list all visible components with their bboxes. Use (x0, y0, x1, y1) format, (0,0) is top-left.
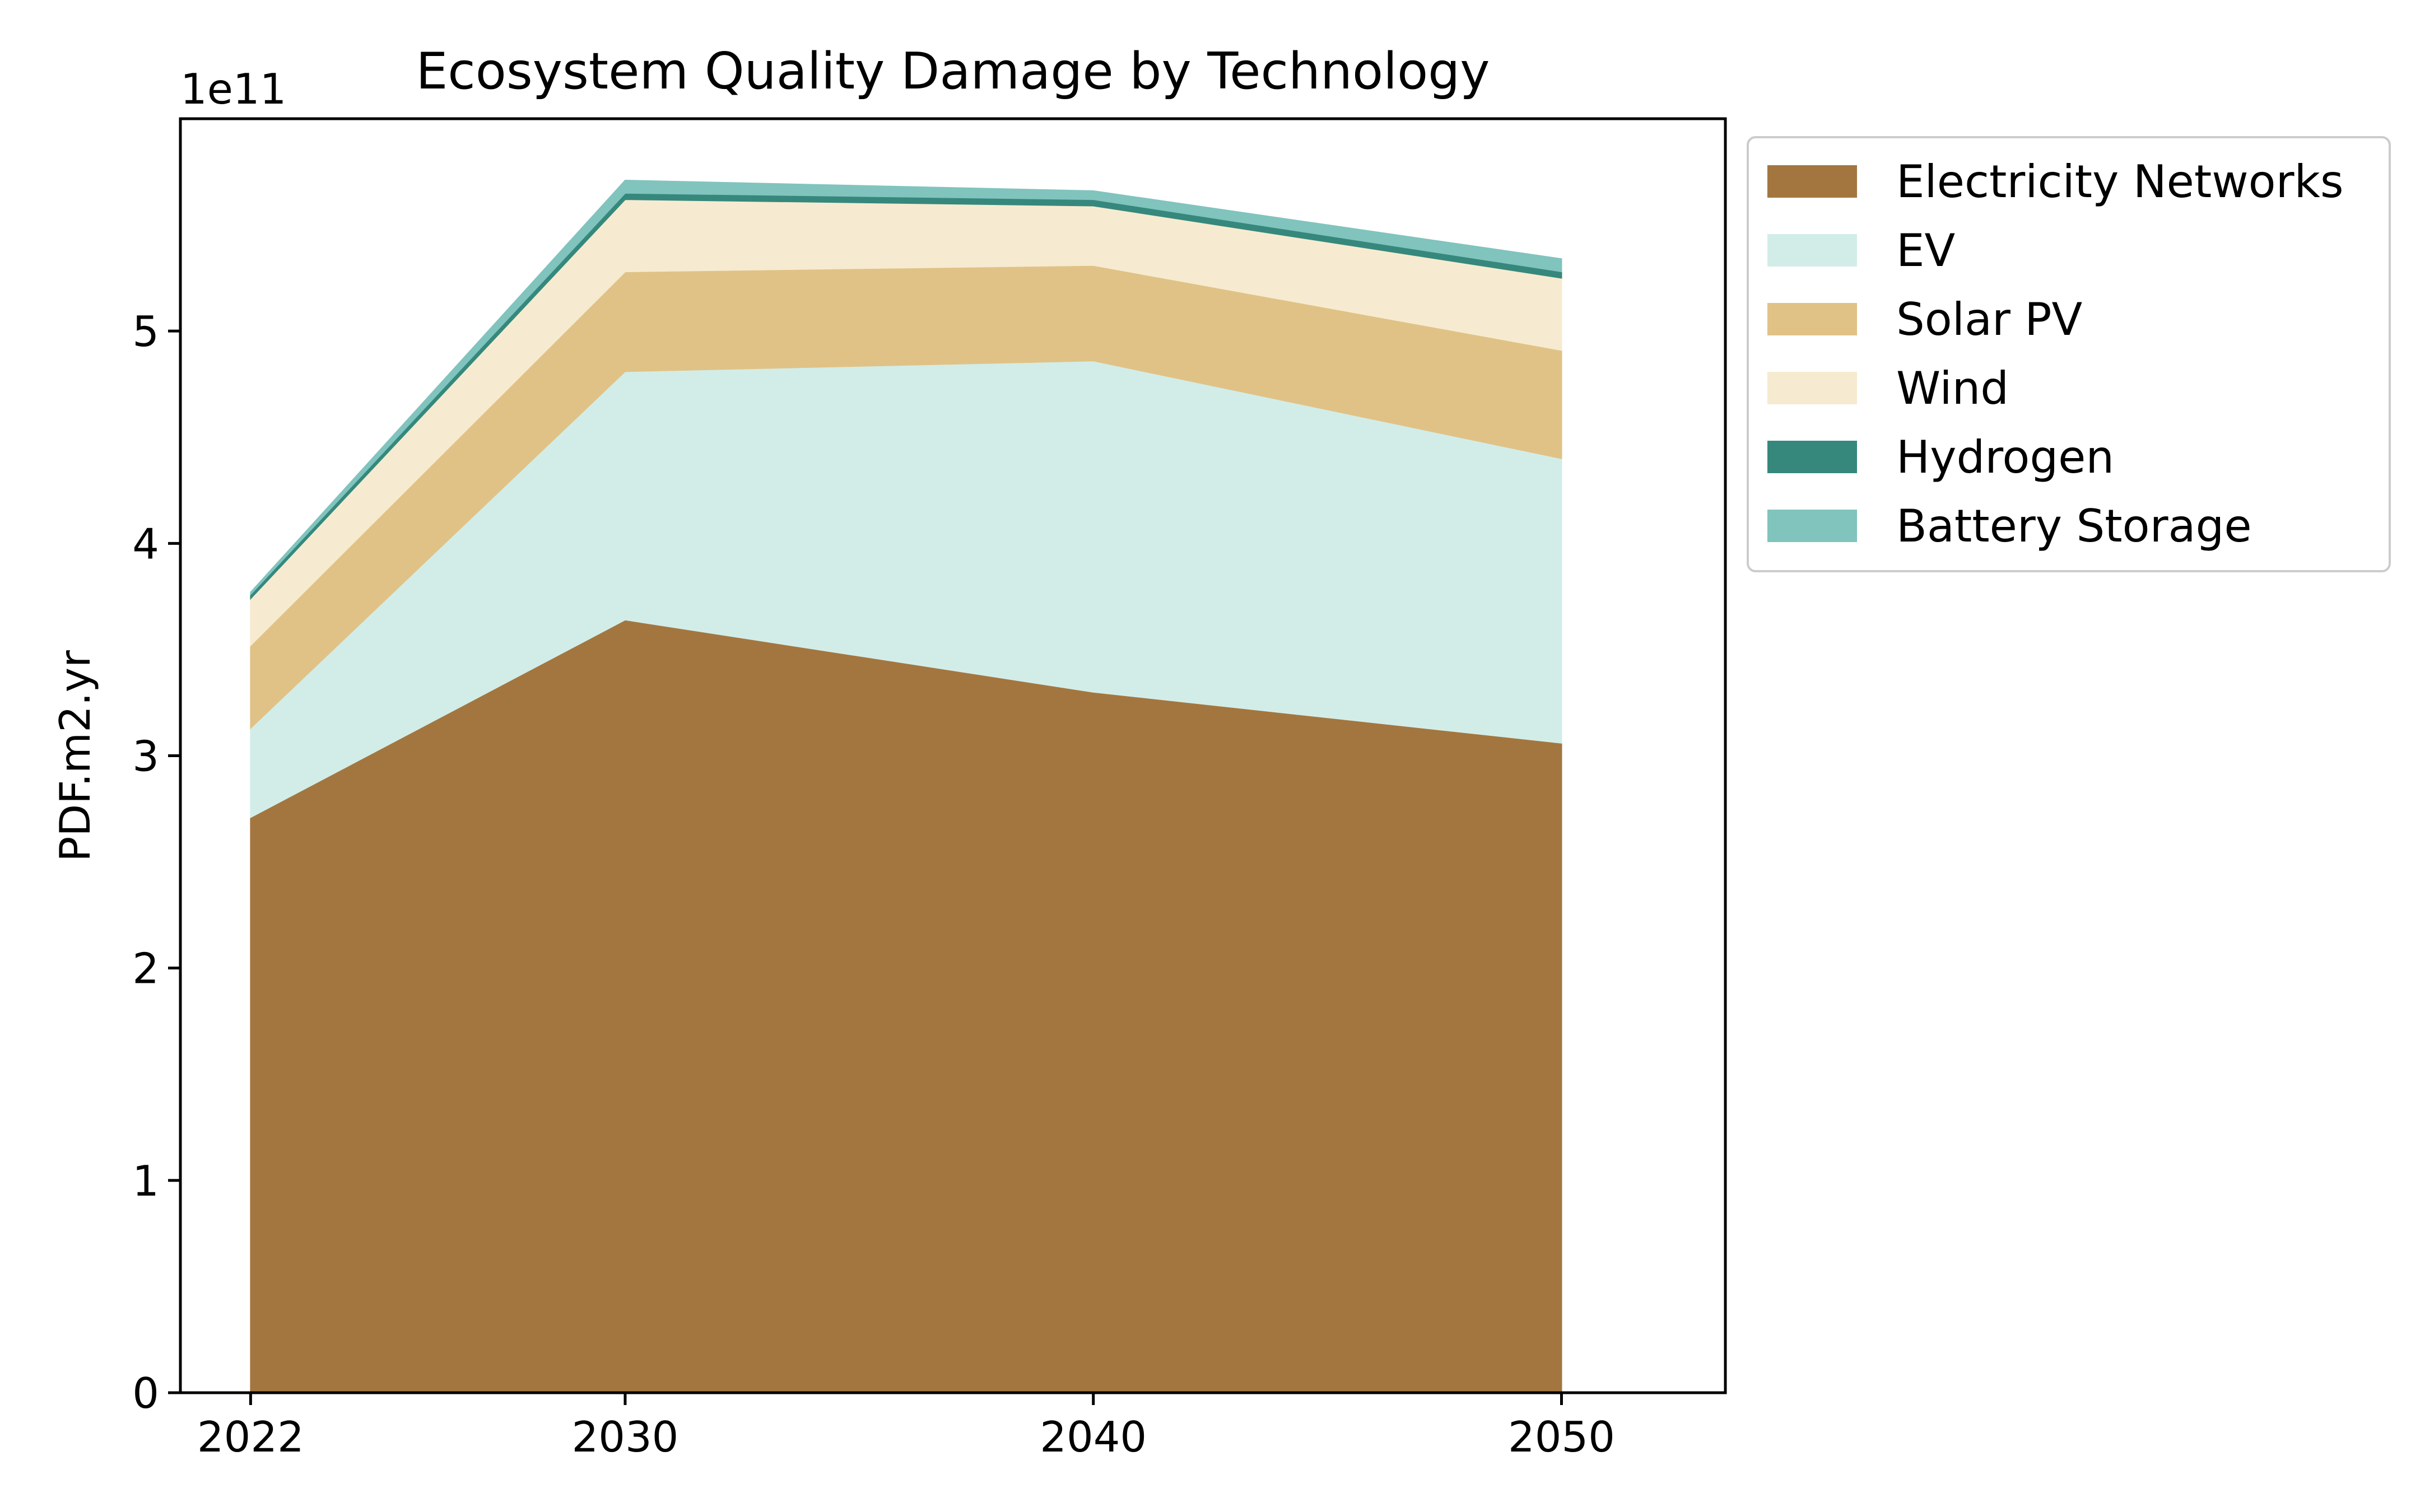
y-tick-label: 0 (132, 1369, 159, 1418)
area-battery-storage (250, 179, 1562, 596)
y-axis-multiplier: 1e11 (180, 64, 286, 114)
chart-title: Ecosystem Quality Damage by Technology (416, 42, 1490, 101)
area-layers (250, 179, 1562, 1393)
y-axis-label: PDF.m2.yr (50, 650, 100, 862)
legend-item-hydrogen: Hydrogen (1767, 431, 2114, 483)
legend-label: Wind (1896, 362, 2009, 414)
legend-swatch (1767, 510, 1857, 542)
legend-swatch (1767, 441, 1857, 473)
legend-frame (1747, 136, 2391, 572)
y-axis: 0 1 2 3 4 5 (132, 307, 180, 1418)
legend-swatch (1767, 303, 1857, 335)
legend-label: Battery Storage (1896, 500, 2252, 552)
legend-item-wind: Wind (1767, 362, 2009, 414)
x-tick-label: 2030 (572, 1412, 679, 1462)
legend-label: EV (1896, 225, 1956, 277)
legend-label: Solar PV (1896, 293, 2083, 346)
legend-item-ev: EV (1767, 225, 1956, 277)
legend-swatch (1767, 372, 1857, 404)
legend-item-battery-storage: Battery Storage (1767, 500, 2252, 552)
y-tick-label: 4 (132, 519, 159, 568)
y-tick-label: 5 (132, 307, 159, 356)
x-tick-label: 2040 (1040, 1412, 1147, 1462)
area-electricity-networks (250, 619, 1562, 1393)
legend-label: Hydrogen (1896, 431, 2114, 483)
y-tick-label: 1 (132, 1156, 159, 1206)
legend-swatch (1767, 234, 1857, 267)
legend-item-solar-pv: Solar PV (1767, 293, 2083, 346)
legend-swatch (1767, 165, 1857, 198)
y-tick-label: 2 (132, 944, 159, 993)
legend: Electricity Networks EV Solar PV Wind Hydrog… (1747, 136, 2391, 572)
x-tick-label: 2050 (1508, 1412, 1615, 1462)
legend-label: Electricity Networks (1896, 156, 2344, 208)
legend-item-electricity-networks: Electricity Networks (1767, 156, 2344, 208)
x-axis: 2022 2030 2040 2050 (197, 1393, 1615, 1462)
y-tick-label: 3 (132, 732, 159, 781)
x-tick-label: 2022 (197, 1412, 304, 1462)
